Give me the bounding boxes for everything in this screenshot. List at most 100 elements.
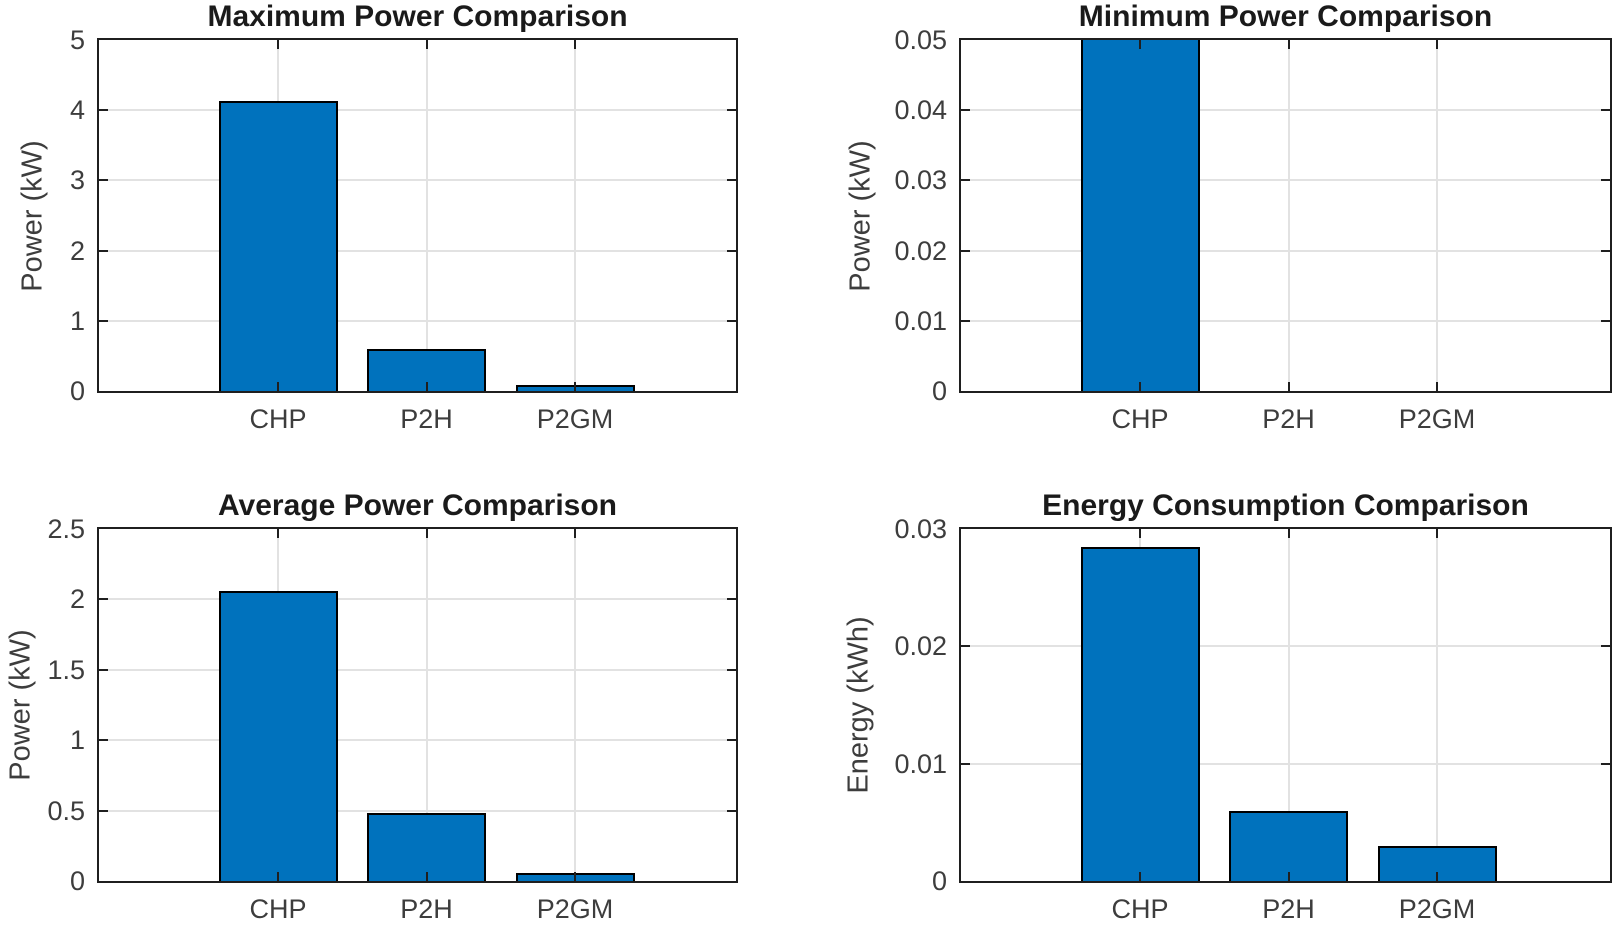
x-tick-label: P2GM (536, 894, 614, 924)
y-tick-label: 0.02 (894, 631, 947, 662)
y-tick-mark-left (99, 598, 108, 601)
x-gridline (1436, 40, 1438, 391)
y-tick-label: 0.05 (894, 25, 947, 55)
y-tick-label: 0 (69, 866, 85, 896)
y-tick-label: 0 (931, 376, 947, 406)
x-tick-mark-top (1139, 529, 1141, 538)
y-tick-mark-right (727, 109, 736, 112)
y-axis-label: Power (kW) (16, 139, 49, 292)
x-tick-mark-top (1287, 529, 1290, 538)
y-tick-mark-right (727, 598, 736, 601)
y-gridline (99, 249, 736, 252)
chart-title: Maximum Power Comparison (207, 0, 628, 33)
x-tick-mark-top (574, 40, 576, 49)
x-tick-label: CHP (1111, 894, 1169, 924)
y-tick-label: 0 (931, 866, 947, 896)
x-gridline (1436, 529, 1438, 881)
y-gridline (99, 668, 736, 671)
y-axis-label: Power (kW) (844, 139, 877, 292)
y-gridline (99, 739, 736, 742)
plot-area: 0 0.01 0.02 0.03 0.04 0.05 CHP P2H P2GM (894, 25, 1612, 434)
bar-chp (1080, 40, 1200, 391)
y-tick-mark-right (727, 319, 736, 322)
plot-area: 0 1 2 3 4 5 CHP P2H P2GM (70, 25, 738, 434)
y-gridline (961, 319, 1610, 322)
x-tick-label: P2H (1262, 894, 1315, 924)
x-tick-mark-bottom (1287, 872, 1290, 881)
y-tick-mark-right (727, 249, 736, 252)
y-tick-mark-left (99, 739, 108, 742)
y-tick-label: 0.04 (894, 95, 947, 126)
x-tick-label: CHP (1111, 404, 1169, 434)
y-tick-label: 2.5 (47, 514, 85, 544)
y-tick-mark-right (1601, 319, 1610, 322)
y-gridline (961, 762, 1610, 765)
y-tick-label: 0.5 (47, 795, 85, 826)
y-tick-mark-left (99, 809, 108, 812)
bar-chp (1080, 546, 1200, 881)
y-tick-label: 2 (69, 235, 85, 266)
y-gridline (99, 179, 736, 182)
y-gridline (961, 249, 1610, 252)
x-tick-mark-top (574, 529, 576, 538)
x-tick-mark-top (1436, 40, 1438, 49)
y-tick-mark-left (961, 249, 970, 252)
y-tick-mark-left (961, 109, 970, 112)
x-tick-label: P2GM (1398, 404, 1476, 434)
y-tick-mark-left (961, 762, 970, 765)
y-gridline (961, 645, 1610, 648)
y-axis-label: Power (kW) (4, 629, 37, 781)
x-tick-mark-bottom (425, 872, 428, 881)
y-tick-mark-left (99, 179, 108, 182)
x-gridline (425, 529, 428, 881)
x-tick-mark-bottom (1139, 872, 1141, 881)
y-tick-mark-right (1601, 109, 1610, 112)
y-tick-mark-left (961, 179, 970, 182)
y-tick-label: 0.01 (894, 305, 947, 336)
y-tick-mark-right (727, 809, 736, 812)
x-gridline (1287, 40, 1290, 391)
x-gridline (1287, 529, 1290, 881)
y-tick-label: 2 (69, 584, 85, 615)
x-tick-mark-bottom (1436, 382, 1438, 391)
y-tick-mark-right (727, 739, 736, 742)
y-gridline (99, 809, 736, 812)
y-tick-mark-right (1601, 179, 1610, 182)
x-tick-mark-bottom (277, 382, 279, 391)
x-tick-mark-top (1139, 40, 1141, 49)
x-tick-mark-top (277, 40, 279, 49)
bar-p2h (367, 813, 486, 881)
y-tick-mark-left (961, 319, 970, 322)
x-tick-mark-bottom (574, 382, 576, 391)
y-gridline (961, 179, 1610, 182)
y-tick-label: 4 (69, 95, 85, 126)
x-tick-label: P2GM (536, 404, 614, 434)
x-tick-mark-top (277, 529, 279, 538)
y-tick-mark-left (961, 645, 970, 648)
x-tick-mark-bottom (1139, 382, 1141, 391)
y-gridline (99, 319, 736, 322)
chart-title: Energy Consumption Comparison (1042, 489, 1529, 522)
y-tick-label: 0 (69, 376, 85, 406)
x-tick-label: P2H (400, 894, 453, 924)
x-tick-mark-top (425, 40, 428, 49)
x-tick-mark-bottom (277, 872, 279, 881)
x-tick-mark-top (425, 529, 428, 538)
x-gridline (425, 40, 428, 391)
bar-chp (218, 101, 338, 391)
y-tick-label: 3 (69, 165, 85, 196)
y-tick-label: 5 (69, 25, 85, 55)
y-tick-label: 1.5 (47, 654, 85, 685)
y-gridline (99, 598, 736, 601)
y-tick-mark-left (99, 668, 108, 671)
x-tick-mark-bottom (1436, 872, 1438, 881)
x-tick-mark-bottom (1287, 382, 1290, 391)
x-tick-mark-top (1436, 529, 1438, 538)
x-gridline (574, 40, 576, 391)
y-tick-label: 1 (69, 305, 85, 336)
y-tick-mark-right (1601, 645, 1610, 648)
bar-p2h (1229, 810, 1348, 881)
y-tick-label: 0.02 (894, 235, 947, 266)
y-tick-label: 0.03 (894, 165, 947, 196)
chart-title: Average Power Comparison (217, 489, 617, 522)
